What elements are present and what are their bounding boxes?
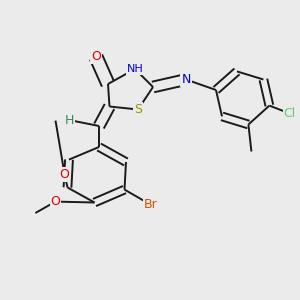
Text: O: O: [91, 50, 101, 64]
Text: H: H: [64, 113, 74, 127]
Text: N: N: [181, 73, 191, 86]
Text: Cl: Cl: [284, 107, 296, 120]
Text: NH: NH: [127, 64, 143, 74]
Text: O: O: [51, 195, 60, 208]
Text: S: S: [134, 103, 142, 116]
Text: Br: Br: [144, 198, 158, 211]
Text: O: O: [60, 167, 69, 181]
